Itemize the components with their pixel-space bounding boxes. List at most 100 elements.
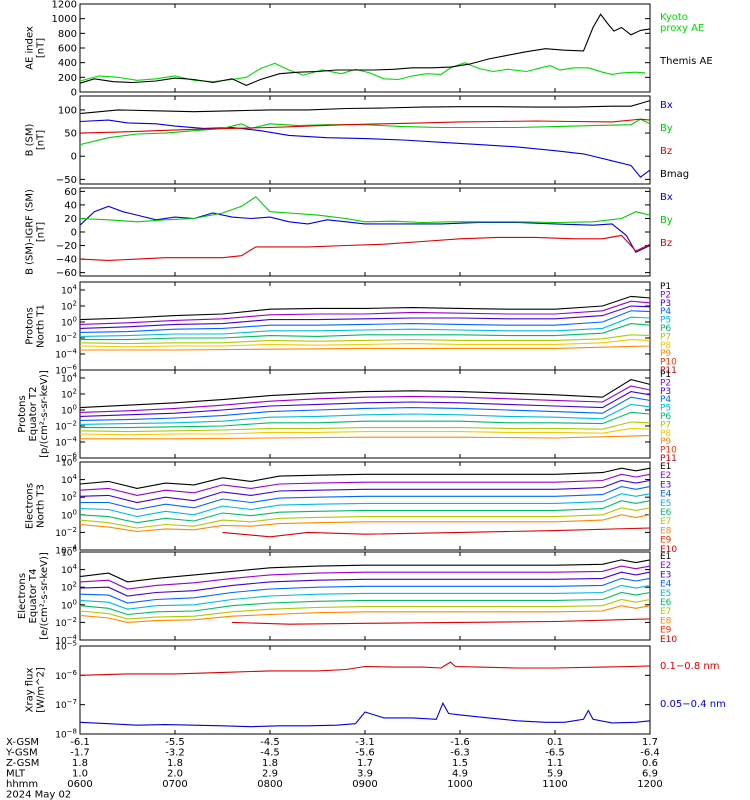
y-tick-label-pn1: 10−2 [55,332,77,345]
series-line-bdiff-bx [79,205,651,254]
ephemeris-row-label: MLT [6,769,26,780]
legend-label-ee4: E1 [660,552,671,562]
legend-label-en3: E4 [660,490,672,500]
ephemeris-value: 0900 [352,779,377,790]
series-line-en3-e3 [79,479,651,504]
legend-label-en3: E6 [660,508,672,518]
ephemeris-value: 1.8 [167,758,183,769]
legend-label-ee4: E7 [660,607,671,617]
y-tick-label-xray: 10−7 [55,698,77,711]
ephemeris-value: 0.1 [547,737,563,748]
legend-label-ae: Kyoto [660,12,688,23]
series-line-ee4-e8 [79,605,651,623]
series-line-pn1-p9 [80,345,651,351]
series-line-pn1-p7 [79,334,651,345]
series-line-pe2-p3 [79,391,651,417]
legend-label-ee4: E10 [660,635,677,645]
ephemeris-value: 1200 [637,779,662,790]
y-tick-label-bsm: 100 [58,105,77,116]
series-line-pe2-p5 [79,403,651,425]
legend-label-xray: 0.1−0.8 nm [660,661,719,672]
y-axis-label-ae: AE index [25,26,36,70]
legend-label-en3: E9 [660,536,672,546]
legend-label-bsm: By [660,123,673,134]
legend-label-ee4: E2 [660,561,671,571]
legend-label-bsm: Bx [660,100,673,111]
y-axis-label-ee4: [e/(cm²-s-sr-keV)] [39,552,50,640]
ephemeris-value: -6.5 [545,748,565,759]
y-axis-label-bsm: [nT] [36,130,47,150]
legend-label-ee4: E8 [660,616,672,626]
ephemeris-value: -5.6 [355,748,375,759]
y-tick-label-bdiff: 40 [64,200,77,211]
y-axis-label-bsm: B (SM) [25,123,36,156]
series-line-pn1-p4 [79,310,651,333]
panel-frame-bdiff [79,187,651,277]
y-tick-label-ae: 800 [58,29,77,40]
ephemeris-value: 0700 [162,779,187,790]
legend-label-ee4: E4 [660,580,672,590]
y-tick-label-en3: 104 [61,473,77,486]
y-axis-label-bdiff: B (SM)-IGRF (SM) [25,189,36,275]
series-line-pn1-p1 [79,295,651,321]
y-tick-label-bdiff: 60 [64,187,77,198]
y-tick-label-ee4: 104 [61,563,77,576]
y-axis-label-pn1: Protons [25,307,36,344]
y-tick-label-pn1: 10−4 [55,348,77,361]
series-line-pe2-p9 [80,435,651,440]
y-tick-label-pn1: 104 [61,284,77,297]
ephemeris-value: -6.1 [70,737,90,748]
series-line-xray-0-05-0-4-nm [79,701,651,728]
series-line-pn1-p6 [80,323,651,341]
ephemeris-row-label: X-GSM [6,737,39,748]
legend-label-pe2: P5 [660,404,671,414]
y-axis-label-en3: North T3 [36,484,47,528]
y-axis-label-xray: [W/m^2] [36,667,47,713]
y-tick-label-ae: 1200 [52,0,77,11]
legend-label-pn1: P7 [660,332,671,342]
ephemeris-value: 1.5 [452,758,468,769]
ephemeris-value: 1.8 [72,758,88,769]
y-tick-label-bsm: 0 [71,152,77,163]
y-tick-label-pn1: 102 [61,300,77,313]
legend-label-pn1: P2 [660,290,671,300]
ephemeris-value: -3.2 [165,748,185,759]
ephemeris-value: 3.9 [357,769,373,780]
ephemeris-row-label: Y-GSM [5,748,38,759]
legend-label-bdiff: By [660,215,673,226]
y-tick-label-ee4: 102 [61,581,77,594]
legend-label-en3: E1 [660,462,671,472]
series-line-pe2-p1 [79,379,651,409]
ephemeris-value: 1.8 [262,758,278,769]
legend-label-pe2: P10 [660,446,677,456]
y-axis-label-en3: Electrons [25,483,36,529]
legend-label-bsm: Bmag [660,169,689,180]
ephemeris-value: 0.6 [642,758,658,769]
ephemeris-value: 1000 [447,779,472,790]
legend-label-ae: Themis AE [659,56,713,67]
y-axis-label-pn1: North T1 [36,304,47,348]
series-line-en3-e8 [79,514,651,533]
y-tick-label-bdiff: 0 [71,228,77,239]
legend-label-pe2: P6 [660,412,671,422]
series-line-pn1-p5 [79,316,651,337]
series-line-ee4-e4 [79,577,651,604]
legend-label-ee4: E6 [660,598,672,608]
ephemeris-row-label: hhmm [6,779,38,790]
legend-label-pe2: P11 [660,454,677,464]
legend-label-pe2: P8 [660,429,671,439]
legend-label-pe2: P7 [660,420,671,430]
series-line-bsm-bz [79,118,651,134]
y-tick-label-bdiff: −20 [56,241,77,252]
ephemeris-value: -3.1 [355,737,375,748]
series-line-en3-e7 [79,507,651,529]
y-axis-label-pe2: [p/(cm²-s-sr-keV)] [39,370,50,458]
legend-label-bdiff: Bx [660,192,673,203]
ephemeris-value: 5.9 [547,769,563,780]
legend-label-pe2: P3 [660,387,671,397]
y-tick-label-en3: 100 [61,508,77,521]
y-tick-label-bdiff: −40 [56,255,77,266]
legend-label-ee4: E3 [660,570,671,580]
y-axis-label-xray: Xray flux [25,668,36,713]
